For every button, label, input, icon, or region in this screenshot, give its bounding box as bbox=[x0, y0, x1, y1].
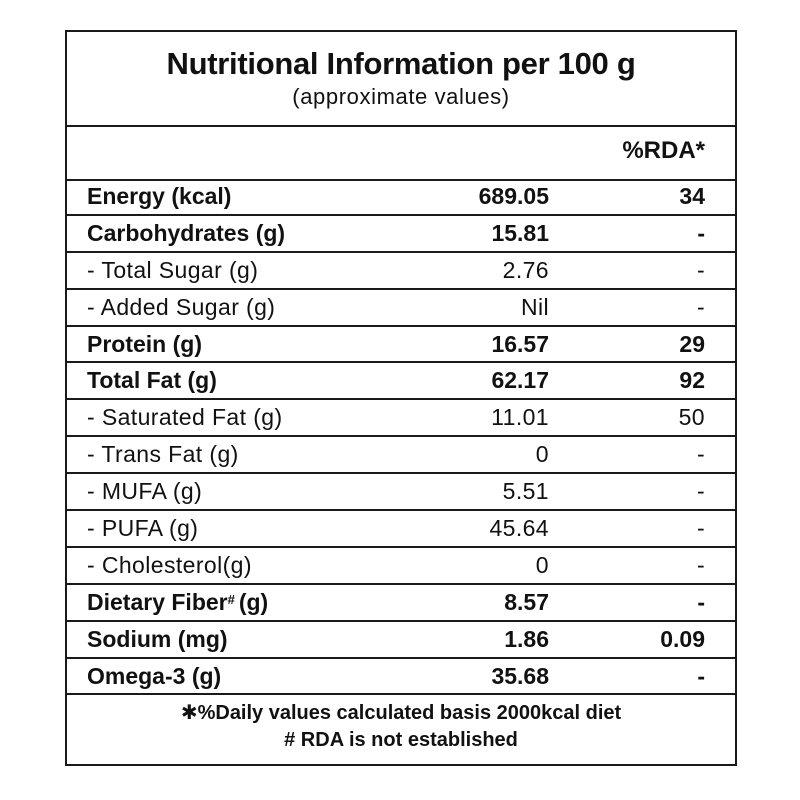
nutrient-row: - PUFA (g) 45.64 - bbox=[67, 511, 735, 548]
nutrient-name: Omega-3 (g) bbox=[87, 659, 221, 693]
nutrient-value: 35.68 bbox=[491, 662, 549, 689]
nutrient-name: - Total Sugar (g) bbox=[87, 253, 258, 287]
nutrient-rda: - bbox=[697, 588, 705, 615]
nutrient-value: 11.01 bbox=[491, 404, 549, 431]
nutrient-row: - Cholesterol(g) 0 - bbox=[67, 548, 735, 585]
footnotes: ✱%Daily values calculated basis 2000kcal… bbox=[67, 692, 735, 764]
panel-title: Nutritional Information per 100 g bbox=[166, 46, 636, 81]
nutrient-name-text: Omega-3 (g) bbox=[87, 662, 222, 689]
nutrient-rda: - bbox=[696, 293, 705, 320]
rda-column-header: %RDA* bbox=[622, 137, 705, 164]
nutrient-rda: - bbox=[696, 551, 705, 578]
nutrient-value: 0 bbox=[535, 551, 549, 578]
nutrient-name: Energy (kcal) bbox=[87, 179, 231, 213]
nutrient-value: 62.17 bbox=[491, 367, 549, 394]
nutrient-row: Sodium (mg) 1.86 0.09 bbox=[67, 622, 735, 659]
nutrient-name: - Cholesterol(g) bbox=[87, 548, 252, 582]
nutrient-rda: - bbox=[696, 515, 705, 542]
nutrient-name-text: - PUFA (g) bbox=[87, 515, 199, 542]
nutrient-name: Sodium (mg) bbox=[87, 622, 228, 656]
nutrient-row: Dietary Fiber# (g) 8.57 - bbox=[67, 585, 735, 622]
nutrient-name-text: Dietary Fiber bbox=[87, 588, 228, 615]
nutrient-row: - Added Sugar (g) Nil - bbox=[67, 290, 735, 327]
nutrient-name: - MUFA (g) bbox=[87, 474, 202, 508]
nutrient-rda: - bbox=[696, 256, 705, 283]
nutrient-rda: - bbox=[696, 478, 705, 505]
column-header-row: %RDA* bbox=[67, 125, 735, 181]
nutrient-row: Energy (kcal) 689.05 34 bbox=[67, 179, 735, 216]
nutrient-value: Nil bbox=[520, 293, 549, 320]
footnote-rda: # RDA is not established bbox=[284, 729, 518, 751]
nutrient-value: 8.57 bbox=[504, 588, 549, 615]
nutrient-value: 689.05 bbox=[478, 183, 549, 209]
nutrient-rda: 29 bbox=[679, 330, 705, 357]
nutrient-name: - Saturated Fat (g) bbox=[87, 400, 283, 434]
nutrient-name-text: - Saturated Fat (g) bbox=[87, 404, 283, 431]
nutrient-value: 16.57 bbox=[491, 330, 549, 357]
nutrient-name: Total Fat (g) bbox=[87, 363, 217, 397]
nutrient-value: 1.86 bbox=[504, 625, 549, 652]
nutrient-table: Energy (kcal) 689.05 34 Carbohydrates (g) 15… bbox=[67, 179, 735, 696]
nutrient-row: - Saturated Fat (g) 11.01 50 bbox=[67, 400, 735, 438]
nutrient-name-text: - Trans Fat (g) bbox=[87, 441, 239, 468]
nutrient-value: 0 bbox=[535, 441, 549, 468]
nutrient-name: Carbohydrates (g) bbox=[87, 216, 285, 250]
nutrient-name: Dietary Fiber# (g) bbox=[87, 585, 268, 619]
nutrient-rda: 50 bbox=[678, 404, 705, 431]
nutrient-name-text: Energy (kcal) bbox=[87, 183, 232, 209]
nutrient-name: - PUFA (g) bbox=[87, 511, 198, 545]
nutrient-row: - MUFA (g) 5.51 - bbox=[67, 474, 735, 512]
nutrient-name-text: - Total Sugar (g) bbox=[87, 256, 259, 283]
nutrient-value: 45.64 bbox=[489, 515, 549, 542]
nutrient-row: Omega-3 (g) 35.68 - bbox=[67, 659, 735, 696]
nutrient-row: - Trans Fat (g) 0 - bbox=[67, 437, 735, 475]
rda-not-established-mark: # bbox=[227, 591, 235, 607]
nutrient-name-text: - Added Sugar (g) bbox=[87, 293, 276, 320]
nutrient-rda: - bbox=[696, 441, 705, 468]
nutrient-value: 2.76 bbox=[502, 256, 549, 283]
nutrient-rda: 0.09 bbox=[660, 625, 705, 652]
nutrient-name: Protein (g) bbox=[87, 327, 202, 361]
nutrient-rda: - bbox=[697, 662, 705, 689]
nutrient-name: - Added Sugar (g) bbox=[87, 290, 275, 324]
footnote-daily-values: ✱%Daily values calculated basis 2000kcal… bbox=[180, 702, 622, 724]
nutrient-row: - Total Sugar (g) 2.76 - bbox=[67, 253, 735, 290]
nutrition-panel: Nutritional Information per 100 g (appro… bbox=[65, 30, 737, 766]
nutrient-name: - Trans Fat (g) bbox=[87, 437, 239, 471]
nutrient-name-text: - Cholesterol(g) bbox=[87, 551, 252, 578]
nutrient-value: 5.51 bbox=[502, 478, 549, 505]
nutrient-rda: 92 bbox=[679, 367, 705, 394]
panel-header: Nutritional Information per 100 g (appro… bbox=[67, 32, 735, 127]
nutrient-rda: 34 bbox=[679, 183, 705, 209]
nutrient-name-text: Protein (g) bbox=[87, 330, 202, 357]
nutrient-row: Total Fat (g) 62.17 92 bbox=[67, 363, 735, 401]
panel-subtitle: (approximate values) bbox=[292, 84, 510, 109]
nutrient-name-text: Sodium (mg) bbox=[87, 625, 228, 652]
nutrient-name-text: - MUFA (g) bbox=[87, 478, 203, 505]
nutrient-value: 15.81 bbox=[491, 219, 549, 246]
nutrient-name-text: Carbohydrates (g) bbox=[87, 219, 286, 246]
nutrient-name-text: Total Fat (g) bbox=[87, 367, 217, 394]
nutrient-row: Carbohydrates (g) 15.81 - bbox=[67, 216, 735, 253]
nutrient-row: Protein (g) 16.57 29 bbox=[67, 327, 735, 364]
nutrient-rda: - bbox=[697, 219, 705, 246]
nutrient-unit: (g) bbox=[238, 588, 269, 615]
